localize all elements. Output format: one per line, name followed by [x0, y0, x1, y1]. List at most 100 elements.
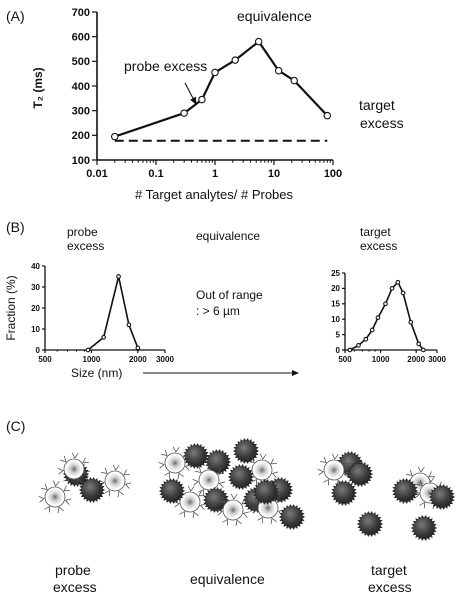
panel-c-target-line1: target — [371, 562, 407, 578]
panel-c-equivalence: equivalence — [190, 571, 265, 587]
y-tick-label: 20 — [331, 284, 340, 293]
chart-a-ylabel: T₂ (ms) — [31, 67, 45, 108]
x-tick-label: 500 — [38, 355, 52, 364]
probe-particle — [317, 453, 351, 487]
x-tick-label: 10 — [268, 168, 280, 180]
data-point — [395, 279, 401, 285]
panel-b-out-of-range-line1: Out of range — [196, 288, 263, 302]
y-tick-label: 400 — [72, 81, 90, 93]
data-point — [111, 132, 119, 141]
data-point — [198, 95, 206, 104]
target-particle — [356, 511, 384, 537]
target-particle — [78, 477, 106, 503]
chart-b-right-y-ticks: 0 5 10 15 20 25 — [331, 269, 345, 355]
x-tick-label: 1000 — [83, 355, 101, 364]
y-tick-label: 20 — [31, 304, 40, 313]
panel-c: (C) probe excess equivalence target exce… — [6, 418, 456, 595]
data-point — [408, 319, 414, 325]
data-point — [416, 341, 422, 347]
series-line — [87, 275, 139, 351]
data-point — [135, 345, 141, 351]
annotation-target-line1: target — [359, 97, 395, 113]
y-tick-label: 700 — [72, 7, 90, 19]
chart-a-plot — [111, 37, 332, 142]
target-particle — [202, 487, 230, 513]
x-tick-label: 2000 — [407, 355, 425, 364]
data-point — [180, 109, 188, 117]
probe-particle — [38, 480, 72, 514]
panel-b-label: (B) — [6, 219, 25, 235]
panel-c-probe-line2: excess — [53, 579, 97, 595]
target-particle — [158, 478, 186, 504]
panel-c-label: (C) — [6, 418, 25, 434]
target-particle — [182, 443, 210, 469]
data-point — [116, 274, 121, 279]
data-point — [211, 68, 219, 77]
data-point — [383, 301, 388, 307]
data-point — [323, 111, 332, 120]
target-particle — [391, 478, 419, 504]
chart-b-right-x-ticks: 500 1000 2000 3000 — [338, 350, 446, 364]
target-particle — [204, 449, 232, 475]
panel-b-probe-line2: excess — [67, 239, 104, 253]
target-particle — [346, 461, 374, 487]
data-point — [375, 315, 381, 321]
probe-particle — [98, 464, 132, 498]
chart-a-axes: 100 200 300 400 500 600 700 0.01 0.1 1 10 100 — [72, 7, 343, 180]
data-point — [231, 56, 239, 64]
panel-b: (B) probe excess equivalence target exce… — [4, 219, 446, 380]
y-tick-label: 500 — [72, 56, 90, 68]
chart-b-right-plot — [347, 279, 426, 353]
y-tick-label: 10 — [331, 315, 340, 324]
y-tick-label: 200 — [72, 130, 90, 142]
data-point — [101, 335, 106, 340]
data-point — [356, 343, 361, 348]
data-point — [389, 286, 395, 291]
y-tick-label: 30 — [31, 283, 40, 292]
probe-particle — [245, 453, 279, 487]
annotation-arrow — [184, 82, 197, 105]
x-tick-label: 3000 — [156, 355, 174, 364]
chart-b-left-x-ticks: 500 1000 2000 3000 — [38, 350, 174, 364]
x-tick-label: 100 — [324, 168, 342, 180]
chart-b-left-y-ticks: 0 10 20 30 40 — [31, 262, 45, 355]
data-point — [400, 290, 406, 296]
panel-c-target-line2: excess — [368, 579, 412, 595]
chart-a-y-ticks: 100 200 300 400 500 600 700 — [72, 7, 97, 167]
x-tick-label: 0.1 — [148, 168, 163, 180]
probe-particle — [192, 463, 226, 497]
y-tick-label: 600 — [72, 32, 90, 44]
panel-c-probe-line1: probe — [55, 562, 91, 578]
annotation-probe-excess: probe excess — [124, 58, 207, 74]
y-tick-label: 25 — [331, 269, 340, 278]
panel-b-probe-line1: probe — [67, 225, 98, 239]
data-point — [347, 347, 353, 353]
target-particle — [227, 464, 255, 490]
series-line — [114, 40, 329, 138]
probe-particle — [216, 493, 250, 527]
data-point — [290, 76, 298, 85]
data-point — [363, 336, 369, 342]
y-tick-label: 40 — [31, 262, 40, 271]
annotation-target-line2: excess — [360, 115, 404, 131]
chart-b-right-axes: 0 5 10 15 20 25 500 1000 2000 3000 — [331, 269, 446, 364]
target-particle — [278, 504, 306, 530]
panel-c-particles — [38, 438, 456, 541]
data-point — [369, 327, 375, 333]
x-tick-label: 1 — [212, 168, 218, 180]
x-tick-label: 500 — [338, 355, 352, 364]
panel-b-target-line1: target — [360, 225, 391, 239]
y-tick-label: 100 — [72, 155, 90, 167]
chart-b-left-plot — [85, 274, 141, 353]
y-tick-label: 0 — [36, 346, 41, 355]
x-tick-label: 1000 — [372, 355, 390, 364]
data-point — [254, 37, 263, 46]
panel-a-label: (A) — [6, 8, 25, 24]
probe-particle — [57, 452, 91, 486]
y-tick-label: 5 — [336, 330, 341, 339]
y-tick-label: 15 — [331, 300, 340, 309]
y-tick-label: 10 — [31, 325, 40, 334]
data-point — [126, 322, 132, 328]
panel-b-target-line2: excess — [360, 239, 397, 253]
